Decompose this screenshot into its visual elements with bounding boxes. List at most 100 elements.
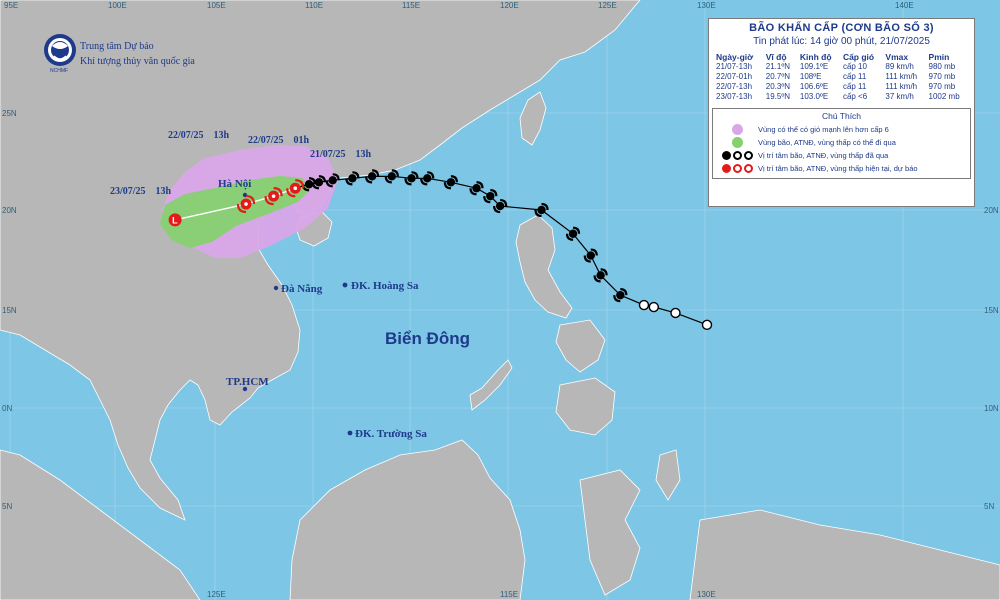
place-label-hanoi: Hà Nội (218, 178, 251, 190)
lat-label-left: 20N (2, 206, 17, 215)
lon-label-top: 140E (895, 1, 914, 10)
forecast-low-icon: L (168, 213, 182, 227)
time-label-23-13h: 23/07/25 13h (110, 186, 172, 197)
legend-item: Vùng bão, ATNĐ, vùng thấp có thể đi qua (716, 136, 967, 149)
advisory-cell: 37 km/h (885, 92, 914, 101)
sea-label: Biển Đông (385, 329, 470, 348)
legend-item-label: Vị trí tâm bão, ATNĐ, vùng thấp đã qua (758, 151, 889, 160)
lon-label-top: 110E (305, 1, 323, 10)
advisory-row: 21/07-13h 21.1ºN 109.1ºE cấp 10 89 km/h … (714, 62, 969, 72)
past-storm-icon (493, 198, 508, 214)
lon-label-top: 130E (697, 1, 716, 10)
borneo-island (289, 439, 526, 600)
advisory-cell: 111 km/h (885, 82, 918, 91)
legend-item-label: Vị trí tâm bão, ATNĐ, vùng thấp hiện tại… (758, 164, 918, 173)
past-storm-icon (483, 189, 498, 204)
bulletin-panel: BÃO KHẨN CẤP (CƠN BÃO SỐ 3) Tin phát lúc… (708, 18, 975, 207)
past-storm-icon (565, 226, 581, 241)
lon-label-top: 125E (598, 1, 617, 10)
lon-label-bottom: 130E (697, 590, 716, 599)
advisory-cell: 21/07-13h (716, 62, 753, 71)
advisory-cell: 23/07-13h (716, 92, 753, 101)
hcm-marker (242, 386, 248, 392)
past-storm-icon (325, 173, 340, 188)
legend-item: Vị trí tâm bão, ATNĐ, vùng thấp hiện tại… (716, 162, 967, 175)
past-storm-icon (345, 171, 360, 186)
mindanao-island (555, 377, 616, 436)
advisory-col-lon: Kinh độ (799, 52, 832, 62)
advisory-cell: 22/07-01h (716, 72, 753, 81)
past-storm-icon (721, 151, 731, 160)
past-depression-icon (732, 151, 742, 160)
time-label-22-01h: 22/07/25 01h (248, 135, 310, 146)
advisory-cell: 111 km/h (885, 72, 918, 81)
advisory-cell: 108ºE (799, 72, 822, 81)
lon-label-top: 105E (207, 1, 226, 10)
lat-label-right: 15N (984, 306, 999, 315)
lon-label-top: 120E (500, 1, 519, 10)
advisory-cell: 103.0ºE (799, 92, 829, 101)
lat-label-left: 25N (2, 109, 17, 118)
advisory-cell: 1002 mb (928, 92, 960, 101)
advisory-col-vmax: Vmax (885, 52, 909, 62)
past-storm-icon (311, 175, 327, 190)
advisory-cell: 20.7ºN (765, 72, 791, 81)
svg-text:L: L (172, 215, 178, 225)
mainland-asia (0, 0, 641, 521)
bulletin-issued: Tin phát lúc: 14 giờ 00 phút, 21/07/2025 (753, 36, 930, 47)
track-line (295, 175, 708, 326)
forecast-storm-icon (264, 187, 283, 206)
truongsa-marker (347, 430, 353, 436)
time-label-22-13h: 22/07/25 13h (168, 130, 230, 141)
past-storm-icon (613, 288, 628, 303)
forecast-storm-icon (721, 164, 731, 173)
advisory-cell: 106.6ºE (799, 82, 829, 91)
past-storm-icon (404, 171, 419, 186)
past-storm-icon (534, 202, 549, 218)
legend-title: Chú Thích (821, 111, 862, 121)
advisory-cell: cấp 11 (842, 82, 867, 91)
advisory-row: 22/07-01h 20.7ºN 108ºE cấp 11 111 km/h 9… (714, 72, 969, 82)
org-name-line2: Khí tượng thủy văn quốc gia (80, 56, 195, 67)
past-low-open-icon (701, 319, 713, 331)
place-label-hoangsa: ĐK. Hoàng Sa (351, 280, 419, 292)
past-low-open-icon (648, 301, 660, 313)
forecast-storm-icon (286, 179, 305, 198)
legend-item: Vị trí tâm bão, ATNĐ, vùng thấp đã qua (716, 149, 967, 162)
past-storm-icon (420, 171, 435, 186)
luzon-island (515, 214, 573, 319)
lat-label-left: 5N (2, 502, 12, 511)
advisory-table: Ngày-giờ Vĩ độ Kinh độ Cấp gió Vmax Pmin… (714, 52, 969, 102)
advisory-col-time: Ngày-giờ (716, 52, 754, 62)
org-name-line1: Trung tâm Dự báo (80, 41, 154, 52)
advisory-cell: 19.5ºN (765, 92, 791, 101)
advisory-header-row: Ngày-giờ Vĩ độ Kinh độ Cấp gió Vmax Pmin (714, 52, 969, 62)
lat-label-left: 0N (2, 404, 12, 413)
advisory-row: 23/07-13h 19.5ºN 103.0ºE cấp <6 37 km/h … (714, 92, 969, 102)
hoangsa-marker (342, 282, 348, 288)
advisory-cell: 109.1ºE (799, 62, 829, 71)
advisory-cell: 970 mb (928, 82, 956, 91)
advisory-col-pmin: Pmin (928, 52, 950, 62)
storm-track: L (168, 169, 713, 331)
past-low-open-icon (638, 299, 650, 311)
advisory-row: 22/07-13h 20.3ºN 106.6ºE cấp 11 111 km/h… (714, 82, 969, 92)
advisory-cell: 20.3ºN (765, 82, 791, 91)
bulletin-title: BÃO KHẨN CẤP (CƠN BÃO SỐ 3) (749, 22, 934, 34)
lat-label-right: 5N (984, 502, 994, 511)
advisory-cell: 980 mb (928, 62, 956, 71)
halmahera-island (655, 449, 681, 501)
new-guinea-island (689, 509, 1000, 600)
advisory-cell: cấp <6 (842, 92, 868, 101)
green-zone-swatch (731, 137, 743, 148)
advisory-col-lat: Vĩ độ (765, 52, 787, 62)
place-markers: Hà Nội Đà Nẵng ĐK. Hoàng Sa TP.HCM ĐK. T… (218, 178, 427, 440)
past-storm-icon (583, 248, 598, 263)
legend: Chú Thích Vùng có thể có gió mạnh lên hơ… (712, 108, 971, 179)
past-storm-icon (593, 268, 608, 283)
svg-text:NCHMF: NCHMF (50, 68, 68, 74)
sulawesi-island (579, 469, 641, 596)
purple-zone-swatch (731, 124, 743, 135)
